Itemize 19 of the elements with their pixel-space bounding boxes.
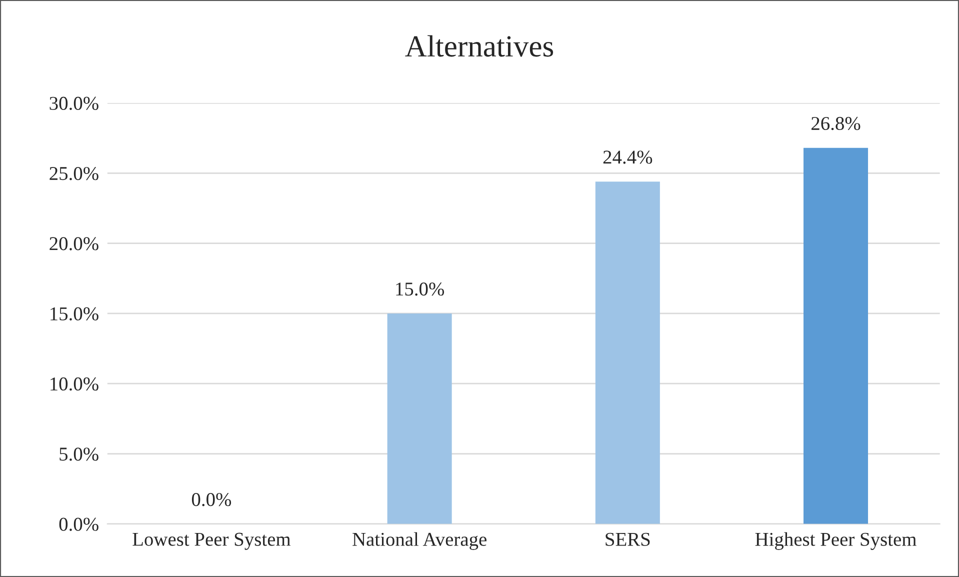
- data-label: 15.0%: [396, 282, 444, 296]
- bar: [804, 148, 868, 524]
- data-label: 24.4%: [603, 150, 652, 164]
- data-label: 0.0%: [192, 492, 232, 506]
- y-tick-label: 0.0%: [59, 518, 98, 531]
- data-label: 26.8%: [812, 116, 860, 130]
- y-tick-label: 30.0%: [50, 96, 98, 110]
- y-tick-label: 25.0%: [50, 166, 98, 180]
- y-tick-label: 15.0%: [50, 307, 98, 320]
- x-tick-label: Highest Peer System: [755, 532, 916, 550]
- y-tick-label: 5.0%: [60, 448, 98, 461]
- chart-title: Alternatives: [405, 35, 554, 57]
- x-tick-label: SERS: [606, 532, 650, 546]
- x-tick-label: Lowest Peer System: [132, 532, 291, 550]
- bar: [595, 182, 660, 524]
- y-tick-label: 10.0%: [50, 377, 98, 391]
- bar: [387, 313, 452, 524]
- y-tick-label: 20.0%: [50, 237, 98, 250]
- x-tick-label: National Average: [352, 532, 486, 550]
